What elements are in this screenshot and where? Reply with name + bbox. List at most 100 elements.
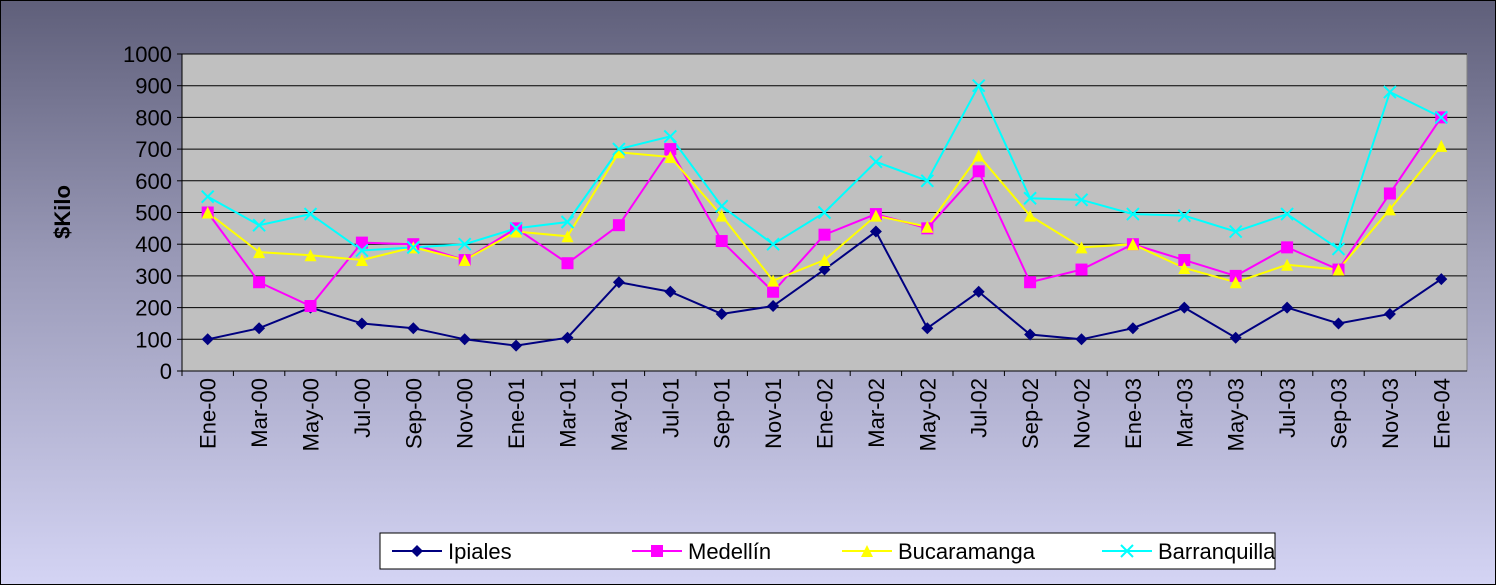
data-point bbox=[253, 246, 266, 259]
data-point bbox=[664, 285, 677, 298]
data-point bbox=[561, 230, 574, 243]
data-point bbox=[458, 254, 471, 267]
data-point bbox=[1281, 258, 1294, 271]
y-tick-label: 1000 bbox=[123, 42, 172, 67]
data-point bbox=[510, 225, 523, 238]
y-tick-label: 600 bbox=[135, 169, 172, 194]
data-point bbox=[1126, 207, 1140, 221]
legend: Ipiales Medellín Bucaramanga Barranquilla bbox=[379, 532, 1276, 570]
legend-label: Medellín bbox=[688, 539, 771, 564]
data-point bbox=[921, 220, 934, 233]
x-tick-label: May-00 bbox=[299, 378, 324, 451]
y-tick-label: 700 bbox=[135, 137, 172, 162]
data-point bbox=[612, 276, 625, 289]
data-point bbox=[1229, 269, 1242, 282]
data-point bbox=[715, 209, 728, 222]
data-point bbox=[715, 235, 728, 248]
legend-label: Ipiales bbox=[448, 539, 512, 564]
data-point bbox=[612, 219, 625, 232]
legend-marker bbox=[411, 545, 423, 557]
data-point bbox=[458, 333, 471, 346]
x-tick-label: Ene-02 bbox=[813, 378, 838, 449]
x-tick-label: Jul-03 bbox=[1275, 378, 1300, 438]
x-tick-label: Sep-00 bbox=[401, 378, 426, 449]
data-point bbox=[1075, 333, 1088, 346]
data-point bbox=[767, 274, 780, 287]
data-point bbox=[355, 243, 369, 258]
data-point bbox=[1383, 85, 1397, 99]
data-point bbox=[303, 207, 318, 221]
data-point bbox=[1383, 187, 1396, 200]
x-tick-label: Ene-01 bbox=[504, 378, 529, 449]
data-point bbox=[818, 263, 831, 276]
data-point bbox=[664, 143, 677, 156]
data-point bbox=[869, 209, 882, 222]
data-point bbox=[817, 205, 832, 220]
x-tick-label: Nov-03 bbox=[1378, 378, 1403, 449]
x-tick-label: Nov-02 bbox=[1070, 378, 1095, 449]
y-tick-label: 300 bbox=[135, 264, 172, 289]
data-point bbox=[1281, 301, 1294, 314]
legend-marker bbox=[861, 545, 873, 557]
x-tick-label: Mar-02 bbox=[864, 378, 889, 448]
data-point bbox=[714, 199, 729, 213]
data-point bbox=[561, 257, 574, 270]
data-point bbox=[407, 322, 420, 335]
data-point bbox=[561, 331, 574, 344]
data-point bbox=[355, 236, 368, 249]
data-point bbox=[1178, 261, 1191, 274]
data-point bbox=[201, 206, 214, 219]
x-tick-label: Sep-02 bbox=[1018, 378, 1043, 449]
data-point bbox=[869, 155, 883, 169]
data-point bbox=[304, 300, 317, 313]
data-point bbox=[1178, 254, 1191, 267]
data-point bbox=[1024, 209, 1037, 222]
data-point bbox=[972, 165, 985, 178]
data-point bbox=[767, 300, 780, 313]
data-point bbox=[1435, 139, 1448, 152]
x-tick-label: Jul-01 bbox=[658, 378, 683, 438]
data-point bbox=[253, 322, 266, 335]
data-point bbox=[560, 215, 575, 229]
data-point bbox=[1126, 322, 1139, 335]
data-point bbox=[920, 174, 935, 188]
legend-marker bbox=[651, 545, 663, 557]
y-tick-label: 900 bbox=[135, 74, 172, 99]
data-point bbox=[1281, 241, 1294, 254]
data-point bbox=[1383, 203, 1396, 216]
legend-label: Barranquilla bbox=[1158, 539, 1276, 564]
data-point bbox=[921, 322, 934, 335]
data-point bbox=[1074, 193, 1089, 207]
data-point bbox=[971, 78, 986, 93]
x-tick-label: Nov-00 bbox=[453, 378, 478, 449]
x-tick-label: Mar-01 bbox=[556, 378, 581, 448]
x-tick-label: May-01 bbox=[607, 378, 632, 451]
data-point bbox=[509, 221, 523, 236]
data-point bbox=[1435, 273, 1448, 286]
data-point bbox=[612, 146, 625, 159]
x-tick-label: Jul-00 bbox=[350, 378, 375, 438]
data-point bbox=[1229, 331, 1242, 344]
x-tick-label: Ene-00 bbox=[196, 378, 221, 449]
y-tick-label: 800 bbox=[135, 105, 172, 130]
data-point bbox=[406, 240, 421, 255]
x-tick-label: Ene-04 bbox=[1429, 378, 1454, 449]
x-tick-label: Ene-03 bbox=[1121, 378, 1146, 449]
x-tick-label: May-03 bbox=[1224, 378, 1249, 451]
data-point bbox=[612, 142, 626, 156]
data-point bbox=[1126, 238, 1139, 251]
data-point bbox=[1075, 263, 1088, 276]
legend-box bbox=[379, 532, 1276, 570]
x-tick-label: Mar-00 bbox=[247, 378, 272, 448]
x-tick-label: Sep-03 bbox=[1327, 378, 1352, 449]
data-point bbox=[972, 285, 985, 298]
data-point bbox=[1024, 276, 1037, 289]
data-point bbox=[355, 254, 368, 267]
x-tick-label: May-02 bbox=[915, 378, 940, 451]
x-tick-label: Jul-02 bbox=[967, 378, 992, 438]
x-tick-label: Sep-01 bbox=[710, 378, 735, 449]
data-point bbox=[1434, 110, 1449, 125]
data-point bbox=[767, 285, 780, 298]
data-point bbox=[1280, 207, 1294, 221]
